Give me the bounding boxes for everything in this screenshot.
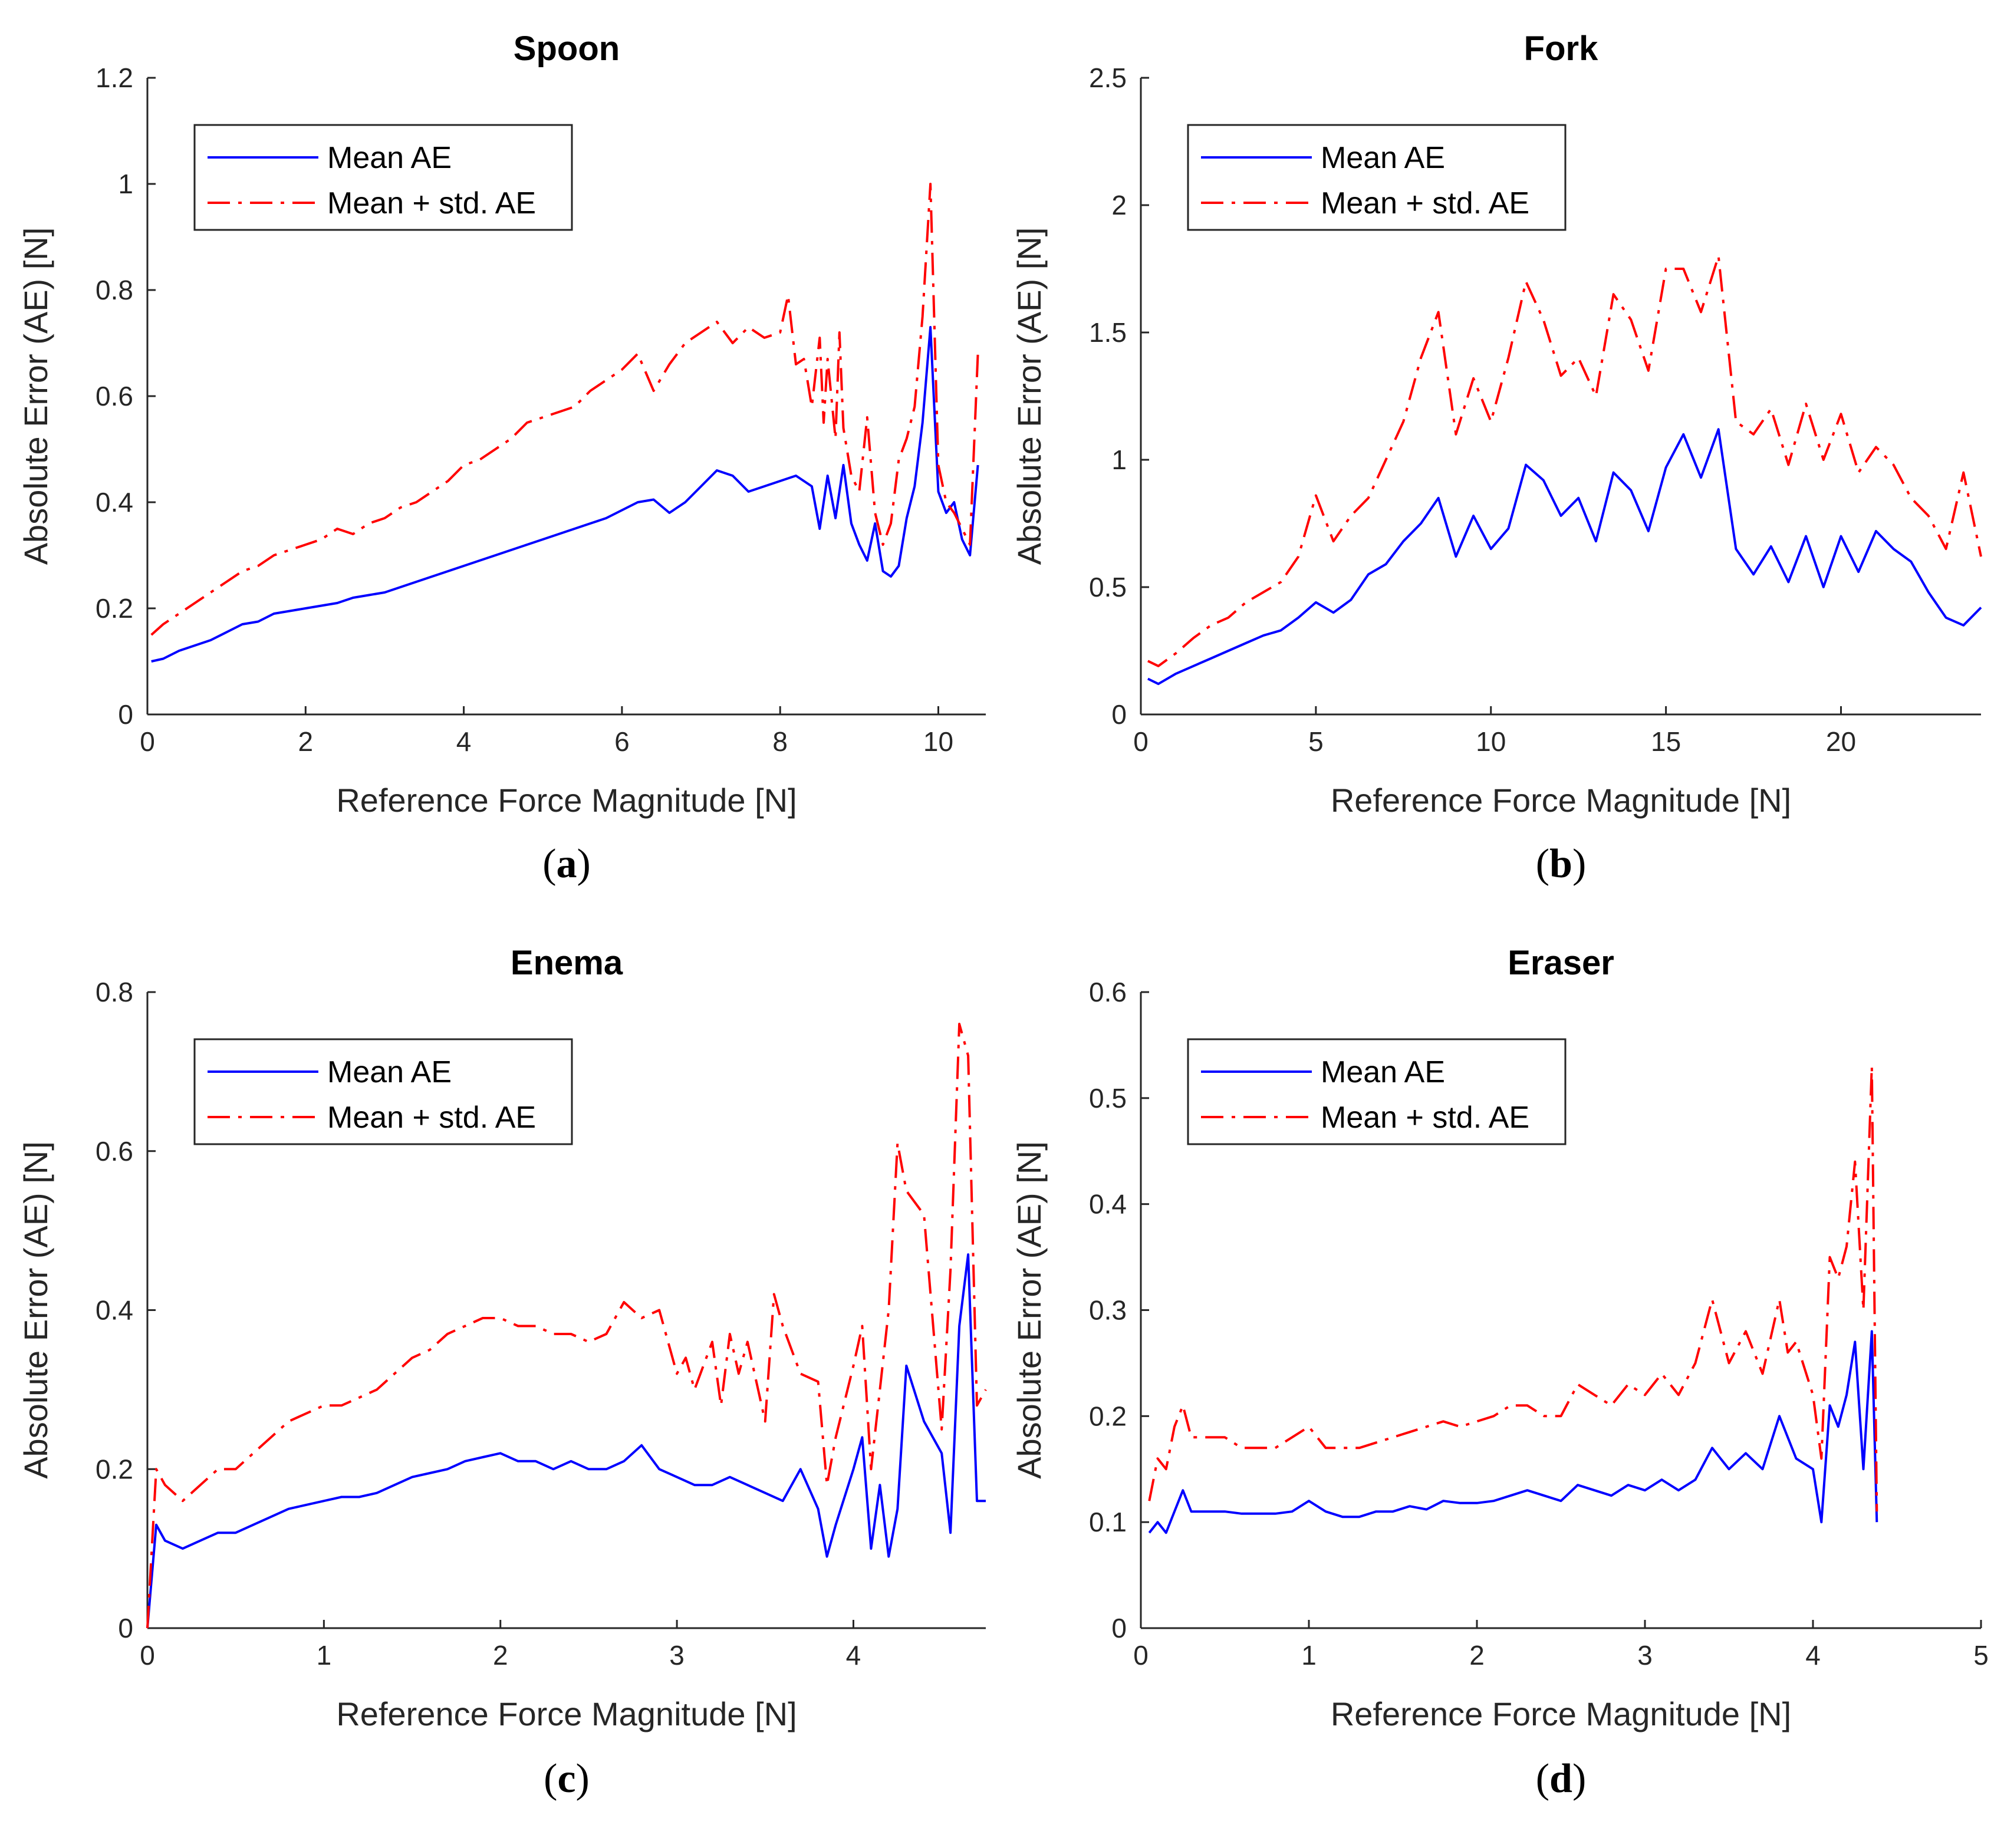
legend-label-mean: Mean AE [1321, 141, 1445, 175]
x-tick-label: 5 [1308, 726, 1324, 757]
y-tick-label: 0.4 [96, 487, 133, 518]
chart-panel-fork: Fork 0 5 10 15 20 0 0.5 1 1.5 2 2.5 Reference Force … [1011, 29, 1982, 887]
legend: Mean AE Mean + std. AE [193, 124, 573, 231]
y-tick-label: 0.6 [96, 1136, 133, 1167]
series-line-mean [1147, 428, 1982, 686]
legend-label-mean: Mean AE [1321, 1055, 1445, 1089]
y-tick-label: 0.5 [1089, 572, 1127, 602]
x-tick-label: 8 [772, 726, 788, 757]
panel-caption: (b) [1536, 841, 1587, 887]
x-tick-label: 10 [1476, 726, 1506, 757]
chart-title: Eraser [1508, 944, 1614, 982]
legend-box [193, 124, 573, 231]
x-axis-label: Reference Force Magnitude [N] [1331, 1695, 1791, 1732]
x-tick-label: 3 [1637, 1640, 1653, 1671]
legend-box [1187, 124, 1567, 231]
panel-caption: (c) [544, 1756, 590, 1801]
y-tick-label: 0 [1111, 699, 1127, 730]
y-tick-label: 0.8 [96, 977, 133, 1007]
y-tick-label: 0 [1111, 1613, 1127, 1643]
legend-label-std: Mean + std. AE [327, 186, 536, 220]
x-tick-label: 3 [669, 1640, 685, 1671]
y-tick-label: 0.1 [1089, 1507, 1127, 1537]
x-tick-label: 0 [1133, 1640, 1149, 1671]
y-tick-label: 1.2 [96, 62, 133, 93]
series-line-mean [151, 326, 979, 663]
chart-panel-spoon: Spoon 0 2 4 6 8 10 0 0.2 0.4 0.6 0.8 1 1.2 Reference F… [17, 29, 986, 887]
series-line-mean-plus-std [1148, 1065, 1878, 1512]
x-tick-label: 6 [614, 726, 630, 757]
y-tick-label: 0.4 [1089, 1189, 1127, 1220]
y-tick-label: 0.6 [1089, 977, 1127, 1007]
y-tick-label: 0.5 [1089, 1083, 1127, 1114]
y-tick-label: 0.6 [96, 381, 133, 411]
y-tick-label: 0.3 [1089, 1295, 1127, 1326]
y-tick-label: 2.5 [1089, 62, 1127, 93]
x-tick-label: 4 [1805, 1640, 1821, 1671]
x-tick-label: 0 [1133, 726, 1149, 757]
y-axis-label: Absolute Error (AE) [N] [17, 228, 54, 565]
x-tick-label: 10 [923, 726, 953, 757]
y-axis-label: Absolute Error (AE) [N] [17, 1141, 54, 1479]
y-tick-label: 0.8 [96, 275, 133, 305]
x-tick-label: 1 [1301, 1640, 1317, 1671]
x-tick-label: 2 [493, 1640, 508, 1671]
x-axis-label: Reference Force Magnitude [N] [1331, 782, 1791, 819]
y-tick-label: 0 [118, 699, 133, 730]
x-tick-label: 0 [140, 1640, 155, 1671]
x-tick-label: 4 [456, 726, 472, 757]
series-line-mean [1148, 1330, 1878, 1534]
chart-panel-enema: Enema 0 1 2 3 4 0 0.2 0.4 0.6 0.8 Reference Force M… [17, 944, 987, 1801]
y-tick-label: 0.2 [1089, 1401, 1127, 1431]
y-axis-label: Absolute Error (AE) [N] [1011, 228, 1048, 565]
series-line-mean-plus-std [150, 183, 979, 636]
x-tick-label: 4 [846, 1640, 861, 1671]
legend-box [1187, 1038, 1567, 1145]
chart-panel-eraser: Eraser 0 1 2 3 4 5 0 0.1 0.2 0.3 0.4 0.5 0.6 Reference… [1011, 944, 1989, 1801]
y-axis-label: Absolute Error (AE) [N] [1011, 1141, 1048, 1479]
legend-box [193, 1038, 573, 1145]
legend-label-std: Mean + std. AE [327, 1101, 536, 1135]
y-tick-label: 0.2 [96, 1454, 133, 1484]
legend: Mean AE Mean + std. AE [193, 1038, 573, 1145]
x-tick-label: 15 [1651, 726, 1681, 757]
chart-title: Spoon [514, 29, 620, 68]
y-tick-label: 1.5 [1089, 317, 1127, 348]
y-tick-label: 1 [118, 169, 133, 199]
legend-label-std: Mean + std. AE [1321, 186, 1529, 220]
x-tick-label: 2 [1469, 1640, 1485, 1671]
x-tick-label: 2 [298, 726, 314, 757]
legend: Mean AE Mean + std. AE [1187, 1038, 1567, 1145]
x-axis-label: Reference Force Magnitude [N] [336, 782, 797, 819]
x-tick-label: 20 [1826, 726, 1856, 757]
panel-caption: (d) [1536, 1756, 1587, 1801]
legend-label-std: Mean + std. AE [1321, 1101, 1529, 1135]
y-tick-label: 1 [1111, 444, 1127, 475]
series-line-mean-plus-std [146, 1023, 987, 1629]
series-line-mean-plus-std [1147, 255, 1982, 667]
x-tick-label: 1 [317, 1640, 332, 1671]
y-tick-label: 0.4 [96, 1295, 133, 1326]
legend: Mean AE Mean + std. AE [1187, 124, 1567, 231]
legend-label-mean: Mean AE [327, 1055, 452, 1089]
legend-label-mean: Mean AE [327, 141, 452, 175]
panel-caption: (a) [542, 841, 591, 887]
x-tick-label: 5 [1973, 1640, 1989, 1671]
chart-title: Enema [511, 944, 623, 982]
y-tick-label: 0.2 [96, 593, 133, 624]
series-line-mean [146, 1253, 986, 1629]
y-tick-label: 2 [1111, 190, 1127, 220]
chart-title: Fork [1524, 29, 1598, 68]
x-axis-label: Reference Force Magnitude [N] [336, 1695, 797, 1732]
x-tick-label: 0 [140, 726, 155, 757]
y-tick-label: 0 [118, 1613, 133, 1643]
